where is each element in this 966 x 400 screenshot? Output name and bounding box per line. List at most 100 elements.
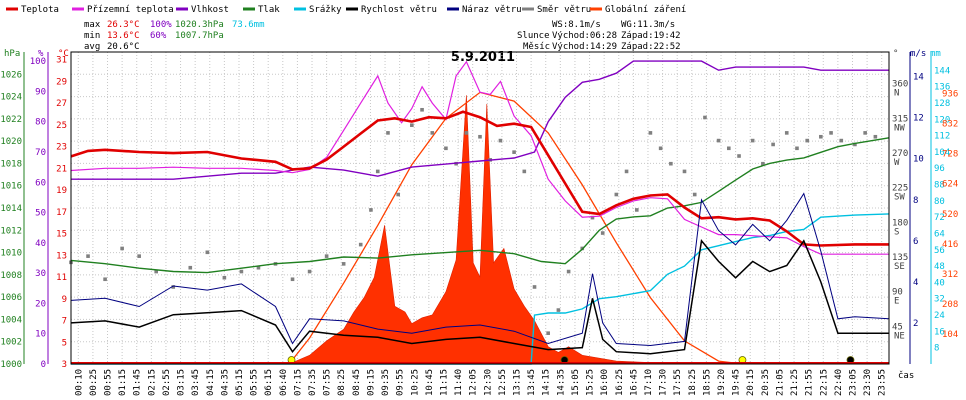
direction-point-51 <box>737 154 741 158</box>
x-tick-38: 16:45 <box>629 369 639 396</box>
hpa-tick-2: 1004 <box>0 315 22 325</box>
x-tick-24: 10:45 <box>425 369 435 396</box>
stat-min-temp: 13.6°C <box>107 31 140 41</box>
hpa-tick-9: 1018 <box>0 159 22 169</box>
series-layer <box>69 60 890 365</box>
hpa-unit: hPa <box>4 49 20 59</box>
mm-tick-2: 24 <box>934 311 945 321</box>
stat-min-press: 1007.7hPa <box>175 31 224 41</box>
x-axis-label: čas <box>898 370 914 381</box>
direction-point-27 <box>464 131 469 135</box>
direction-point-5 <box>154 269 159 274</box>
pct-tick-6: 60 <box>35 178 46 188</box>
direction-point-28 <box>478 134 482 139</box>
wm2-tick-8: 936 <box>942 90 958 100</box>
degc-tick-2: 7 <box>62 317 67 327</box>
direction-point-42 <box>634 208 639 212</box>
x-tick-1: 00:25 <box>89 369 99 396</box>
x-tick-55: 23:55 <box>878 369 888 396</box>
x-tick-2: 00:55 <box>104 369 114 396</box>
x-tick-54: 23:30 <box>863 369 873 396</box>
direction-point-18 <box>369 208 373 212</box>
x-tick-11: 05:15 <box>235 369 245 396</box>
hpa-tick-8: 1016 <box>0 182 22 192</box>
direction-point-4 <box>137 254 141 258</box>
mm-tick-10: 88 <box>934 181 945 191</box>
legend-label-4: Srážky <box>309 5 342 15</box>
x-tick-36: 16:00 <box>600 369 610 396</box>
x-tick-13: 06:15 <box>264 369 274 396</box>
direction-point-36 <box>566 269 571 274</box>
direction-point-46 <box>682 169 687 174</box>
direction-point-53 <box>761 161 765 166</box>
x-tick-53: 23:05 <box>848 369 858 396</box>
dir-label-3: S <box>894 227 899 237</box>
dir-tick-3: 180 <box>892 218 908 228</box>
degc-unit: °C <box>58 49 69 59</box>
degc-tick-11: 25 <box>56 121 67 131</box>
ms-tick-0: 2 <box>913 319 918 329</box>
left-axes: 1000100210041006100810101012101410161018… <box>0 49 69 370</box>
direction-point-43 <box>648 131 653 135</box>
x-tick-31: 13:45 <box>527 369 537 396</box>
direction-point-14 <box>307 269 312 274</box>
x-tick-12: 05:55 <box>250 369 260 396</box>
direction-point-20 <box>386 131 390 135</box>
wm2-tick-4: 520 <box>942 210 958 220</box>
direction-point-54 <box>771 142 775 147</box>
direction-point-21 <box>396 192 400 197</box>
degc-tick-10: 23 <box>56 143 67 153</box>
pct-tick-10: 100 <box>30 57 46 67</box>
x-tick-26: 11:40 <box>454 369 464 396</box>
chart-title: 5.9.2011 <box>451 50 515 65</box>
wm2-tick-6: 728 <box>942 150 958 160</box>
stat-min-label: min <box>84 31 100 41</box>
legend-label-7: Směr větru <box>537 5 591 15</box>
direction-point-47 <box>692 192 697 197</box>
stat-min-hum: 60% <box>150 31 167 41</box>
x-tick-29: 12:55 <box>498 369 508 396</box>
x-tick-16: 07:35 <box>308 369 318 396</box>
direction-point-49 <box>716 138 721 143</box>
direction-point-23 <box>420 107 424 112</box>
dir-label-7: N <box>894 89 899 99</box>
stats-block: max 26.3°C 100% 1020.3hPa 73.6mm min 13.… <box>84 20 265 52</box>
mm-tick-12: 104 <box>934 148 950 158</box>
hpa-tick-4: 1008 <box>0 271 22 281</box>
direction-point-57 <box>805 138 809 143</box>
x-tick-43: 18:55 <box>702 369 712 396</box>
direction-point-38 <box>590 215 595 220</box>
x-tick-5: 02:15 <box>147 369 157 396</box>
legend-label-8: Globální záření <box>605 5 686 15</box>
dir-tick-5: 270 <box>892 149 908 159</box>
direction-point-48 <box>703 115 707 120</box>
degc-tick-14: 31 <box>56 56 67 66</box>
direction-point-50 <box>727 146 731 151</box>
hpa-tick-5: 1010 <box>0 249 22 259</box>
x-tick-9: 04:15 <box>206 369 216 396</box>
mm-tick-7: 64 <box>934 229 945 239</box>
dir-tick-1: 90 <box>892 288 903 298</box>
legend-label-0: Teplota <box>21 5 59 15</box>
ms-tick-2: 6 <box>913 237 918 247</box>
degc-tick-7: 17 <box>56 208 67 218</box>
mm-tick-8: 72 <box>934 213 945 223</box>
stat-max-hum: 100% <box>150 20 172 30</box>
x-tick-40: 17:30 <box>659 369 669 396</box>
hpa-tick-11: 1022 <box>0 115 22 125</box>
degc-tick-4: 11 <box>56 273 67 283</box>
x-tick-15: 07:15 <box>293 369 303 396</box>
degc-tick-9: 21 <box>56 164 67 174</box>
x-tick-6: 02:55 <box>162 369 172 396</box>
x-tick-27: 12:05 <box>469 369 479 396</box>
x-tick-32: 14:15 <box>542 369 552 396</box>
series-rain <box>71 213 890 365</box>
sun-set: Západ:19:42 <box>621 31 681 41</box>
direction-point-16 <box>341 262 346 266</box>
x-tick-47: 20:35 <box>761 369 771 396</box>
x-tick-51: 22:15 <box>819 369 829 396</box>
degc-tick-0: 3 <box>62 360 67 370</box>
direction-point-62 <box>863 131 867 135</box>
right-axes: 45NE90E135SE180S225SW270W315NW360N°24681… <box>892 49 958 364</box>
moon-rise: Východ:14:29 <box>552 42 617 52</box>
